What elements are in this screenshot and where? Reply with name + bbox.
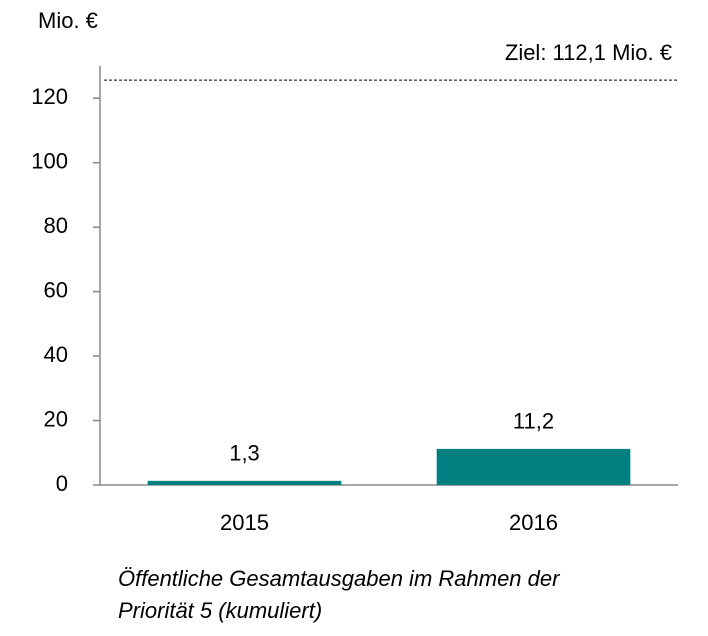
y-tick-label: 120: [31, 84, 68, 109]
y-tick-label: 80: [44, 213, 68, 238]
target-annotation: Ziel: 112,1 Mio. €: [505, 40, 672, 65]
axis-unit-title: Mio. €: [38, 8, 98, 33]
y-tick-label: 0: [56, 471, 68, 496]
bar: [147, 480, 342, 485]
y-tick-label: 40: [44, 342, 68, 367]
x-tick-label: 2016: [509, 510, 558, 535]
y-tick-label: 100: [31, 149, 68, 174]
value-label: 11,2: [513, 409, 554, 434]
value-label: 1,3: [229, 441, 260, 466]
y-tick-label: 20: [44, 406, 68, 431]
x-axis-caption: Priorität 5 (kumuliert): [118, 598, 322, 623]
x-tick-label: 2015: [220, 510, 269, 535]
y-tick-label: 60: [44, 277, 68, 302]
bar: [436, 448, 631, 485]
x-axis-caption: Öffentliche Gesamtausgaben im Rahmen der: [118, 566, 561, 591]
